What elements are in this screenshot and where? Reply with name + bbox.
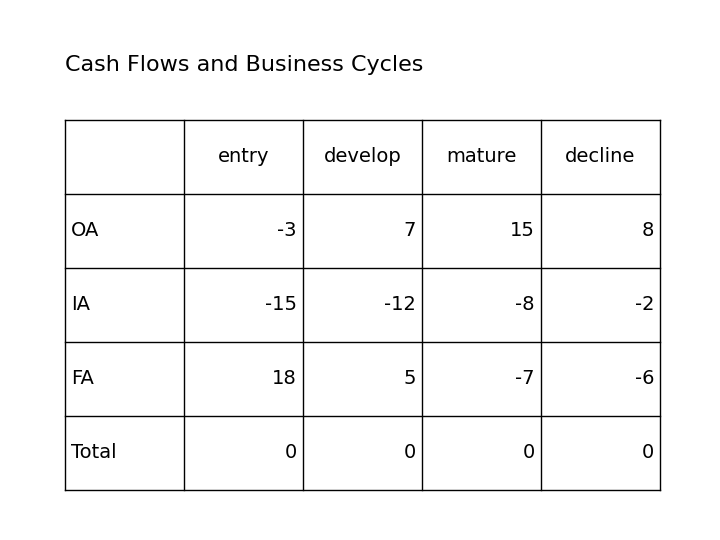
Text: Total: Total xyxy=(71,443,117,462)
Text: decline: decline xyxy=(565,147,636,166)
Text: IA: IA xyxy=(71,295,90,314)
Text: 0: 0 xyxy=(642,443,654,462)
Text: develop: develop xyxy=(323,147,401,166)
Text: 8: 8 xyxy=(642,221,654,240)
Text: -8: -8 xyxy=(516,295,535,314)
Text: -2: -2 xyxy=(634,295,654,314)
Text: 7: 7 xyxy=(404,221,416,240)
Text: 15: 15 xyxy=(510,221,535,240)
Text: -15: -15 xyxy=(265,295,297,314)
Text: 18: 18 xyxy=(272,369,297,388)
Text: -7: -7 xyxy=(516,369,535,388)
Text: -12: -12 xyxy=(384,295,416,314)
Text: 0: 0 xyxy=(284,443,297,462)
Text: 0: 0 xyxy=(404,443,416,462)
Text: 0: 0 xyxy=(523,443,535,462)
Text: mature: mature xyxy=(446,147,517,166)
Text: entry: entry xyxy=(217,147,269,166)
Text: -6: -6 xyxy=(634,369,654,388)
Text: FA: FA xyxy=(71,369,94,388)
Text: -3: -3 xyxy=(277,221,297,240)
Text: 5: 5 xyxy=(403,369,416,388)
Text: OA: OA xyxy=(71,221,99,240)
Text: Cash Flows and Business Cycles: Cash Flows and Business Cycles xyxy=(65,55,423,75)
